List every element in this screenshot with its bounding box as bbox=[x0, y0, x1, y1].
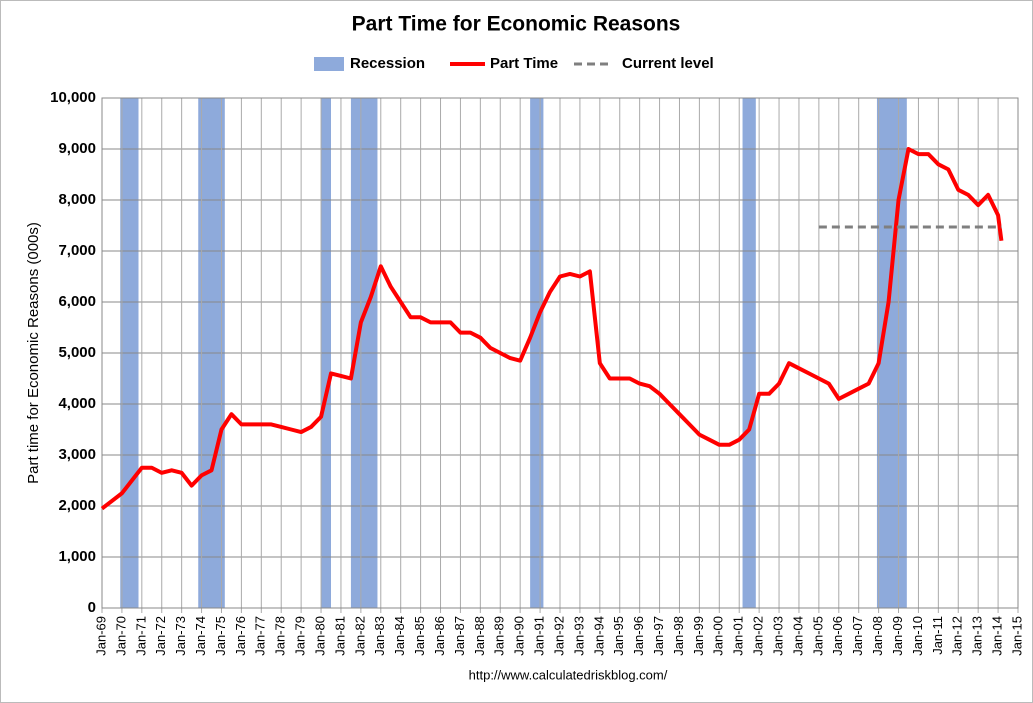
y-tick-label: 0 bbox=[88, 599, 96, 616]
x-tick-label: Jan-15 bbox=[1009, 616, 1024, 656]
x-tick-label: Jan-86 bbox=[432, 616, 447, 656]
x-tick-label: Jan-94 bbox=[591, 616, 606, 656]
legend-label: Part Time bbox=[490, 55, 558, 72]
x-tick-label: Jan-99 bbox=[691, 616, 706, 656]
x-tick-label: Jan-04 bbox=[790, 616, 805, 656]
legend-swatch bbox=[314, 57, 344, 71]
x-tick-label: Jan-00 bbox=[711, 616, 726, 656]
x-tick-label: Jan-98 bbox=[671, 616, 686, 656]
y-tick-label: 6,000 bbox=[58, 293, 96, 310]
x-tick-label: Jan-14 bbox=[990, 616, 1005, 656]
x-tick-label: Jan-71 bbox=[133, 616, 148, 656]
x-tick-label: Jan-78 bbox=[273, 616, 288, 656]
y-tick-label: 3,000 bbox=[58, 446, 96, 463]
x-tick-label: Jan-85 bbox=[412, 616, 427, 656]
x-tick-label: Jan-89 bbox=[492, 616, 507, 656]
x-tick-label: Jan-05 bbox=[810, 616, 825, 656]
x-tick-label: Jan-06 bbox=[830, 616, 845, 656]
y-tick-label: 5,000 bbox=[58, 344, 96, 361]
data-line bbox=[100, 147, 1004, 511]
x-tick-label: Jan-09 bbox=[890, 616, 905, 656]
x-tick-label: Jan-03 bbox=[770, 616, 785, 656]
x-tick-label: Jan-13 bbox=[970, 616, 985, 656]
y-tick-label: 7,000 bbox=[58, 242, 96, 259]
x-tick-label: Jan-80 bbox=[312, 616, 327, 656]
x-tick-label: Jan-70 bbox=[113, 616, 128, 656]
x-tick-label: Jan-97 bbox=[651, 616, 666, 656]
x-tick-label: Jan-84 bbox=[392, 616, 407, 656]
x-tick-label: Jan-12 bbox=[950, 616, 965, 656]
x-tick-label: Jan-90 bbox=[512, 616, 527, 656]
y-axis-label: Part time for Economic Reasons (000s) bbox=[25, 222, 42, 484]
x-tick-label: Jan-77 bbox=[253, 616, 268, 656]
x-tick-label: Jan-08 bbox=[870, 616, 885, 656]
x-tick-label: Jan-69 bbox=[93, 616, 108, 656]
y-tick-label: 9,000 bbox=[58, 140, 96, 157]
x-tick-label: Jan-76 bbox=[233, 616, 248, 656]
x-tick-label: Jan-11 bbox=[930, 616, 945, 655]
x-tick-label: Jan-93 bbox=[571, 616, 586, 656]
x-tick-label: Jan-83 bbox=[372, 616, 387, 656]
x-tick-label: Jan-96 bbox=[631, 616, 646, 656]
x-tick-label: Jan-02 bbox=[751, 616, 766, 656]
x-tick-label: Jan-73 bbox=[173, 616, 188, 656]
plot-frame bbox=[101, 97, 1019, 609]
source: http://www.calculatedriskblog.com/ bbox=[469, 667, 668, 682]
x-tick-label: Jan-01 bbox=[731, 616, 746, 656]
x-tick-label: Jan-92 bbox=[551, 616, 566, 656]
y-tick-label: 2,000 bbox=[58, 497, 96, 514]
chart-title: Part Time for Economic Reasons bbox=[352, 13, 681, 36]
x-tick-label: Jan-07 bbox=[850, 616, 865, 656]
x-tick-label: Jan-10 bbox=[910, 616, 925, 656]
y-tick-label: 4,000 bbox=[58, 395, 96, 412]
x-tick-label: Jan-95 bbox=[611, 616, 626, 656]
legend-label: Current level bbox=[622, 55, 714, 72]
y-tick-label: 10,000 bbox=[50, 89, 96, 106]
x-tick-label: Jan-87 bbox=[452, 616, 467, 656]
x-tick-label: Jan-79 bbox=[293, 616, 308, 656]
x-tick-label: Jan-81 bbox=[332, 616, 347, 656]
legend-label: Recession bbox=[350, 55, 425, 72]
x-tick-label: Jan-74 bbox=[193, 616, 208, 656]
x-tick-label: Jan-82 bbox=[352, 616, 367, 656]
y-tick-label: 8,000 bbox=[58, 191, 96, 208]
x-tick-label: Jan-75 bbox=[213, 616, 228, 656]
y-tick-label: 1,000 bbox=[58, 548, 96, 565]
x-tick-label: Jan-91 bbox=[532, 616, 547, 656]
x-tick-label: Jan-72 bbox=[153, 616, 168, 656]
x-tick-label: Jan-88 bbox=[472, 616, 487, 656]
